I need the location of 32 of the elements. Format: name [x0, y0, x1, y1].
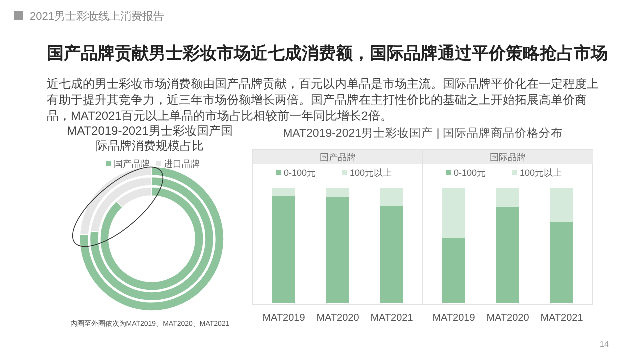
- bar: [380, 206, 404, 303]
- x-tick-label: MAT2021: [540, 313, 584, 324]
- bar: [496, 188, 520, 207]
- text: 2021男士彩妆线上消费报告: [30, 10, 164, 24]
- legend-label: 进口品牌: [164, 159, 200, 169]
- bar: [550, 188, 574, 222]
- legend-label: 国产品牌: [114, 159, 150, 169]
- text: 14: [600, 340, 609, 349]
- bar: [442, 188, 466, 238]
- x-tick-label: MAT2020: [486, 313, 530, 324]
- legend-label: 0-100元: [454, 168, 486, 178]
- chart-subtitle: 国际品牌: [490, 152, 526, 162]
- chart-title: MAT2019-2021男士彩妆国产国际品牌消费规模占比: [66, 124, 234, 154]
- x-tick-label: MAT2020: [316, 313, 360, 324]
- x-tick-label: MAT2019: [262, 313, 306, 324]
- legend-label: 100元以上: [350, 168, 392, 178]
- text: 国产品牌贡献男士彩妆市场近七成消费额，国际品牌通过平价策略抢占市场: [47, 43, 608, 65]
- text: 近七成的男士彩妆市场消费额由国产品牌贡献，百元以内单品是市场主流。国际品牌平价化在一定程度上有助于提升其竞争力，近三年市场份额增长两倍。国产品牌在主打性价比的基础之上开始拓展高单价商品，MAT2021百元以上单品的市场占比相较前一年同比增长2倍。: [47, 76, 600, 124]
- legend-label: 100元以上: [520, 168, 562, 178]
- bar: [326, 188, 350, 198]
- chart-title: MAT2019-2021男士彩妆国产 | 国际品牌商品价格分布: [283, 126, 563, 140]
- bar: [272, 188, 296, 196]
- bar: [326, 197, 350, 303]
- x-tick-label: MAT2019: [432, 313, 476, 324]
- bar: [550, 222, 574, 303]
- legend-label: 0-100元: [284, 168, 316, 178]
- bar: [272, 196, 296, 303]
- chart-subtitle: 国产品牌: [320, 152, 356, 162]
- bar: [496, 206, 520, 303]
- x-tick-label: MAT2021: [370, 313, 414, 324]
- bar: [442, 238, 466, 303]
- bar: [380, 188, 404, 206]
